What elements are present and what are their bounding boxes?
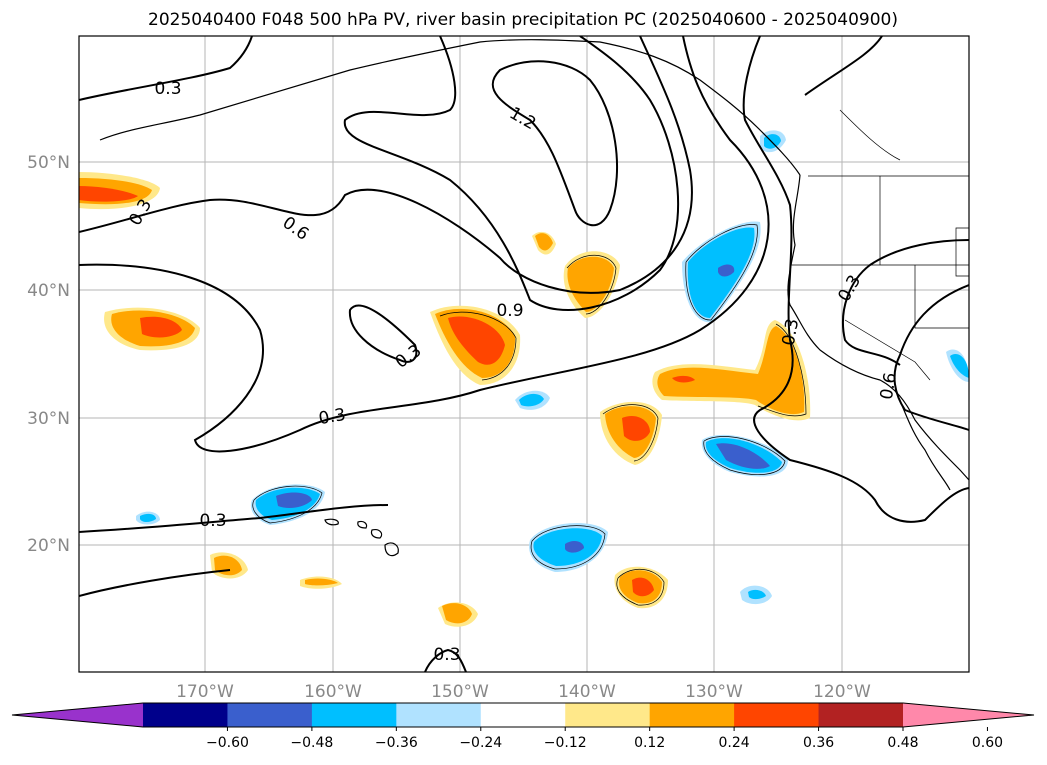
lat-label: 50°N <box>27 153 70 173</box>
lon-label: 150°W <box>431 682 489 702</box>
colorbar-tick-label: 0.36 <box>803 735 834 751</box>
lat-label: 20°N <box>27 536 70 556</box>
colorbar-tick-label: 0.12 <box>634 735 665 751</box>
colorbar: −0.60 −0.48 −0.36 −0.24 −0.12 0.12 0.24 0.36 0.4… <box>11 702 1035 751</box>
pv-contour-0.3-west <box>79 36 770 453</box>
colorbar-box <box>818 703 904 727</box>
hawaii-island <box>324 518 339 526</box>
colorbar-outline <box>11 702 1035 728</box>
lat-label: 30°N <box>27 409 70 429</box>
colorbar-box <box>311 703 397 727</box>
precip-fills <box>79 130 969 627</box>
colorbar-tick-label: 0.48 <box>887 735 918 751</box>
contour-label: 0.3 <box>199 511 226 531</box>
colorbar-box <box>396 703 482 727</box>
pv-contour-0.3-loop <box>348 304 418 363</box>
colorbar-tick-label: −0.24 <box>459 735 502 751</box>
colorbar-extend-high <box>903 703 1034 727</box>
pv-contour-0.9 <box>343 36 680 311</box>
contour-label: 0.3 <box>154 79 181 99</box>
pv-contour-1.2 <box>491 60 619 227</box>
pv-contour-0.3-east <box>742 36 969 523</box>
alaska-coast <box>99 39 801 176</box>
lon-label: 120°W <box>813 682 871 702</box>
contour-label: 0.3 <box>779 317 803 347</box>
colorbar-box <box>143 703 228 727</box>
map-frame <box>78 35 970 673</box>
lon-label: 170°W <box>176 682 234 702</box>
pv-contour-0.3-bottom <box>424 648 467 672</box>
baja-coast <box>894 389 951 491</box>
coastlines <box>99 39 969 557</box>
figure-title: 2025040400 F048 500 hPa PV, river basin … <box>148 10 898 30</box>
pv-contour-0.3-coast <box>841 239 969 366</box>
pv-contour-0.3-north <box>79 36 253 101</box>
lon-label: 160°W <box>304 682 362 702</box>
colorbar-box <box>480 703 566 727</box>
lon-label: 130°W <box>685 682 743 702</box>
colorbar-tick-label: 0.24 <box>719 735 750 751</box>
contour-label: 0.6 <box>877 371 901 401</box>
colorbar-tick-label: −0.36 <box>375 735 418 751</box>
colorbar-tick-label: −0.48 <box>290 735 333 751</box>
pv-contour-0.3-southwest <box>79 569 231 597</box>
hawaii-big-island <box>384 542 399 557</box>
colorbar-box <box>565 703 651 727</box>
pv-contour-0.3-south <box>79 504 389 533</box>
contour-label: 0.9 <box>496 301 523 321</box>
colorbar-extend-low <box>12 703 143 727</box>
colorbar-box <box>734 703 820 727</box>
latitude-labels: 50°N 40°N 30°N 20°N <box>27 153 70 556</box>
longitude-labels: 170°W 160°W 150°W 140°W 130°W 120°W <box>176 682 871 702</box>
lat-label: 40°N <box>27 281 70 301</box>
colorbar-box <box>227 703 313 727</box>
contour-label: 0.3 <box>317 405 347 429</box>
colorbar-tick-label: 0.60 <box>972 735 1003 751</box>
contour-label: 0.3 <box>433 645 460 665</box>
lon-label: 140°W <box>558 682 616 702</box>
colorbar-tick-label: −0.60 <box>206 735 249 751</box>
north-america-coast <box>787 174 969 481</box>
pv-contour-0.6-east <box>893 284 969 431</box>
pv-contour-0.6 <box>79 36 693 294</box>
state-borders <box>790 109 969 381</box>
pv-contour-0.3-northeast <box>804 36 883 96</box>
pv-contours <box>79 36 969 672</box>
colorbar-box <box>649 703 735 727</box>
colorbar-tick-label: −0.12 <box>544 735 587 751</box>
